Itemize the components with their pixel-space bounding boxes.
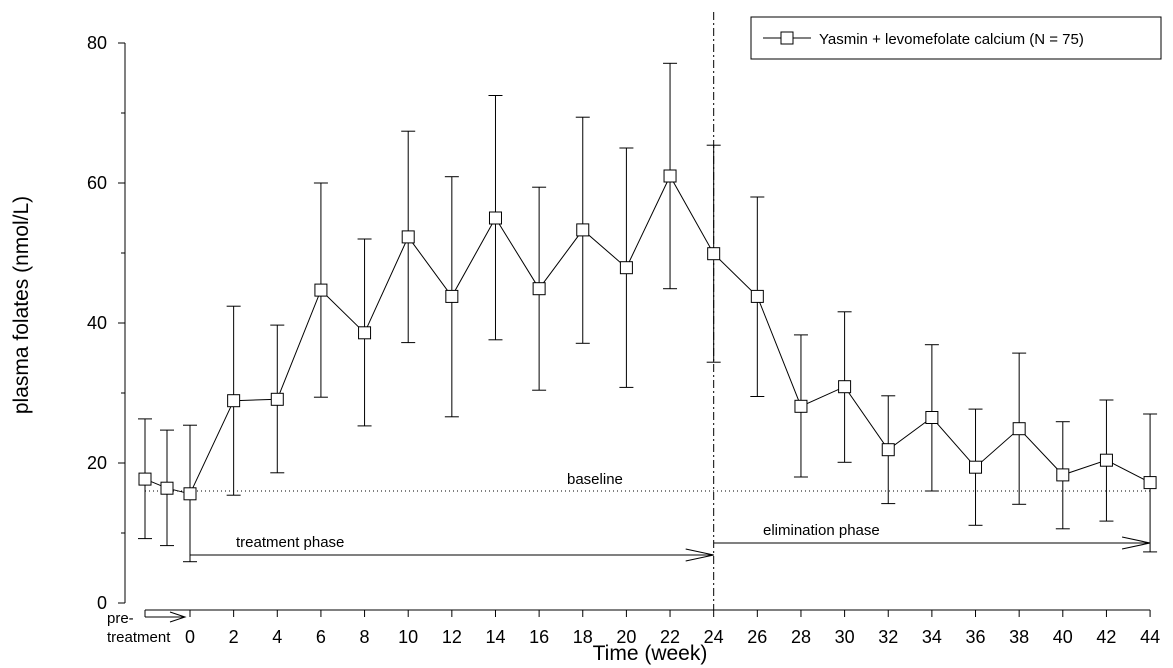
elimination-phase-label: elimination phase	[763, 522, 880, 539]
x-tick-label: 4	[272, 627, 282, 647]
x-tick-label: 30	[835, 627, 855, 647]
pretreatment-label-line1: pre-	[107, 610, 134, 627]
x-tick-label: 26	[747, 627, 767, 647]
x-tick-label: 44	[1140, 627, 1160, 647]
x-tick-label: 2	[229, 627, 239, 647]
data-point	[1056, 468, 1070, 482]
data-point	[969, 460, 983, 474]
data-point	[838, 380, 852, 394]
series-line	[144, 174, 1151, 495]
y-tick-label: 80	[87, 33, 107, 53]
series-line-path	[144, 174, 1151, 495]
data-point	[532, 282, 546, 296]
data-point	[160, 481, 174, 495]
series-markers	[138, 169, 1157, 501]
data-point	[794, 399, 808, 413]
legend-box	[750, 16, 1162, 60]
x-axis-title: Time (week)	[593, 642, 708, 665]
y-tick-label: 20	[87, 453, 107, 473]
treatment-phase-label: treatment phase	[236, 534, 344, 551]
y-tick-label: 0	[97, 593, 107, 613]
data-point	[488, 211, 502, 225]
data-point	[881, 443, 895, 457]
y-axis-title: plasma folates (nmol/L)	[10, 196, 33, 414]
x-tick-label: 36	[966, 627, 986, 647]
labels: Time (week) plasma folates (nmol/L) pre-…	[10, 196, 880, 665]
pretreatment-label-line2: treatment	[107, 629, 171, 646]
treatment-phase-arrowhead	[685, 548, 714, 562]
x-tick-label: 20	[616, 627, 636, 647]
x-tick-label: 16	[529, 627, 549, 647]
data-point	[445, 289, 459, 303]
data-point	[750, 289, 764, 303]
x-tick-label: 18	[573, 627, 593, 647]
data-point	[314, 283, 328, 297]
x-tick-label: 42	[1096, 627, 1116, 647]
x-tick-label: 14	[485, 627, 505, 647]
data-point	[707, 247, 721, 261]
x-tick-label: 40	[1053, 627, 1073, 647]
x-tick-label: 32	[878, 627, 898, 647]
x-tick-label: 8	[360, 627, 370, 647]
legend-marker-sample	[780, 31, 794, 45]
error-bars	[138, 62, 1158, 563]
data-point	[138, 472, 152, 486]
data-point	[358, 326, 372, 340]
data-point	[663, 169, 677, 183]
annotation-layer	[145, 12, 1151, 610]
x-tick-label: 10	[398, 627, 418, 647]
data-point	[227, 394, 241, 408]
data-point	[925, 411, 939, 424]
x-tick-label: 6	[316, 627, 326, 647]
data-point	[1099, 453, 1113, 467]
data-point	[1012, 422, 1026, 436]
x-tick-label: 24	[704, 627, 724, 647]
legend: Yasmin + levomefolate calcium (N = 75)	[750, 16, 1162, 60]
y-tick-label: 60	[87, 173, 107, 193]
x-tick-label: 38	[1009, 627, 1029, 647]
data-point	[270, 392, 284, 406]
x-tick-label: 0	[185, 627, 195, 647]
data-point	[576, 223, 590, 237]
x-tick-label: 12	[442, 627, 462, 647]
data-point	[1143, 476, 1157, 490]
data-point	[183, 487, 197, 501]
data-point	[619, 261, 633, 275]
data-point	[401, 230, 415, 244]
x-tick-label: 22	[660, 627, 680, 647]
x-tick-label: 34	[922, 627, 942, 647]
x-tick-label: 28	[791, 627, 811, 647]
y-tick-label: 40	[87, 313, 107, 333]
legend-entry-label: Yasmin + levomefolate calcium (N = 75)	[819, 31, 1084, 48]
pretreatment-arrowhead	[169, 611, 187, 623]
baseline-label: baseline	[567, 471, 623, 488]
